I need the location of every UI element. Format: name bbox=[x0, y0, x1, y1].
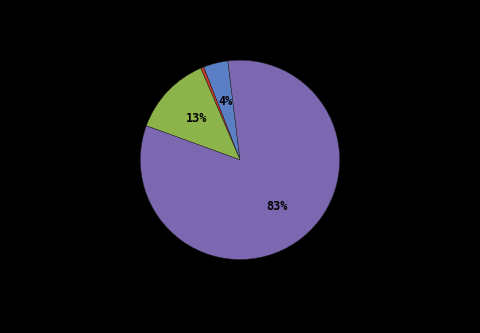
Wedge shape bbox=[146, 68, 240, 160]
Wedge shape bbox=[204, 61, 240, 160]
Text: 4%: 4% bbox=[218, 95, 232, 108]
Text: 83%: 83% bbox=[266, 200, 288, 213]
Text: 13%: 13% bbox=[186, 112, 207, 125]
Wedge shape bbox=[140, 60, 340, 259]
Wedge shape bbox=[201, 67, 240, 160]
